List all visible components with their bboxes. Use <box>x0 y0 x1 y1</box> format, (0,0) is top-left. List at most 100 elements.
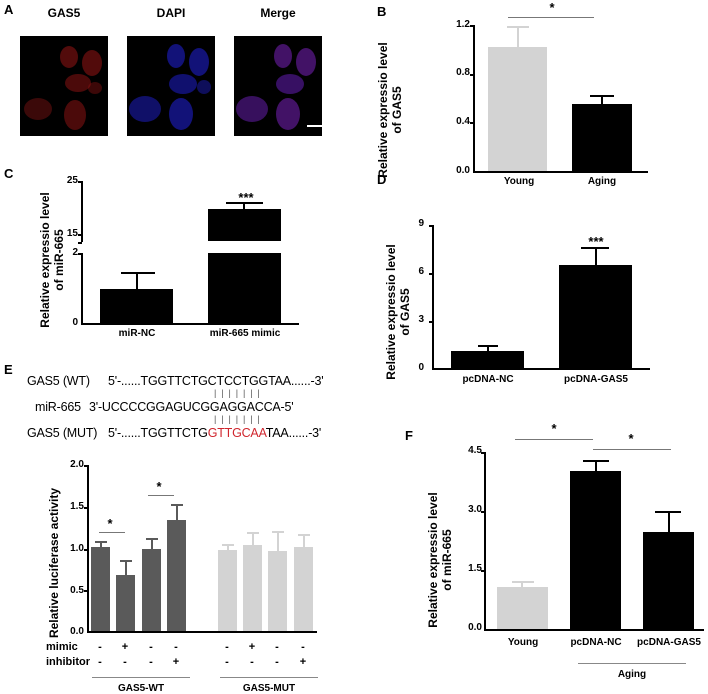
inhibitor-mark: - <box>225 656 229 668</box>
significance-star: * <box>628 431 634 446</box>
y-axis-d <box>432 225 434 370</box>
y-tick: 3 <box>418 314 424 325</box>
y-tick: 4.5 <box>468 445 482 456</box>
y-tick: 1.2 <box>456 19 470 30</box>
y-axis-c-lower <box>81 253 83 325</box>
x-axis-b <box>473 171 648 173</box>
significance-line <box>508 17 594 18</box>
bar-pcdna-gas5 <box>559 265 632 368</box>
bar-mut-3 <box>268 551 287 631</box>
significance-line <box>515 439 593 440</box>
mimic-mark: + <box>121 641 129 653</box>
bar-pcdna-nc-f <box>570 471 621 629</box>
panel-label-f: F <box>405 428 413 443</box>
y-tick: 0.5 <box>70 585 84 596</box>
x-label: miR-NC <box>118 328 156 339</box>
bar-wt-2 <box>116 575 135 631</box>
significance-star: * <box>551 421 557 436</box>
x-axis-f <box>484 629 704 631</box>
y-tick: 0.0 <box>456 165 470 176</box>
y-tick: 0.0 <box>468 622 482 633</box>
x-label: Young <box>503 176 535 187</box>
x-label: pcDNA-GAS5 <box>637 637 701 648</box>
x-label: pcDNA-GAS5 <box>564 374 628 385</box>
y-axis-e <box>87 465 89 633</box>
panel-label-b: B <box>377 4 387 19</box>
micro-title-dapi: DAPI <box>156 6 186 20</box>
seq-label-mir: miR-665 <box>35 400 81 414</box>
y-axis-label-b: Relative expressio level of GAS5 <box>376 42 404 178</box>
panel-label-e: E <box>4 362 13 377</box>
micro-image-gas5 <box>20 36 108 136</box>
micro-image-merge <box>234 36 322 136</box>
bar-mut-2 <box>243 545 262 631</box>
row-label-mimic: mimic <box>46 641 78 653</box>
mimic-mark: - <box>174 641 178 653</box>
y-axis-c-upper <box>81 181 83 242</box>
bar-mut-4 <box>294 547 313 631</box>
y-axis-f <box>484 452 486 631</box>
significance-star: *** <box>588 234 604 249</box>
y-tick: 1.5 <box>468 563 482 574</box>
seq-label-mut: GAS5 (MUT) <box>27 426 98 440</box>
y-tick: 1.5 <box>70 501 84 512</box>
group-label-mut: GAS5-MUT <box>242 683 296 694</box>
mimic-mark: - <box>275 641 279 653</box>
bar-aging <box>572 104 632 171</box>
bar-mut-1 <box>218 550 237 631</box>
inhibitor-mark: - <box>250 656 254 668</box>
pairing-marks-top: | | | | | | | <box>214 388 261 398</box>
mimic-mark: - <box>225 641 229 653</box>
inhibitor-mark: - <box>275 656 279 668</box>
inhibitor-mark: - <box>123 656 127 668</box>
bar-young-f <box>497 587 548 629</box>
y-tick: 0.0 <box>70 626 84 637</box>
significance-line <box>148 495 174 496</box>
micro-image-dapi <box>127 36 215 136</box>
y-axis-label-f: Relative expressio level of miR-665 <box>426 492 454 628</box>
micro-title-gas5: GAS5 <box>47 6 81 20</box>
mimic-mark: - <box>301 641 305 653</box>
x-label: pcDNA-NC <box>570 637 622 648</box>
x-label: miR-665 mimic <box>209 328 281 339</box>
x-label: Aging <box>587 176 617 187</box>
y-tick: 0 <box>418 362 424 373</box>
y-tick: 15 <box>66 228 78 239</box>
y-tick: 0.4 <box>456 116 470 127</box>
y-tick: 0.8 <box>456 67 470 78</box>
significance-line <box>593 449 671 450</box>
y-tick: 6 <box>418 266 424 277</box>
y-tick: 3.0 <box>468 504 482 515</box>
group-label-wt: GAS5-WT <box>117 683 165 694</box>
significance-star: * <box>107 516 113 531</box>
y-tick: 25 <box>66 175 78 186</box>
y-tick: 0 <box>72 317 78 328</box>
inhibitor-mark: - <box>98 656 102 668</box>
y-tick: 2.0 <box>70 459 84 470</box>
panel-label-d: D <box>377 172 387 187</box>
bar-pcdna-gas5-f <box>643 532 694 629</box>
y-axis-label-c: Relative expressio level of miR-665 <box>38 192 66 328</box>
seq-mir: 3'-UCCCCGGAGUCGGAGGACCA-5' <box>89 400 294 414</box>
x-axis-e <box>87 631 317 633</box>
group-label-aging: Aging <box>617 669 647 680</box>
panel-label-c: C <box>4 166 14 181</box>
panel-label-a: A <box>4 2 14 17</box>
bar-mir-665-mimic-upper <box>208 209 281 241</box>
bar-young <box>488 47 547 171</box>
micro-title-merge: Merge <box>260 6 296 20</box>
significance-star: * <box>549 0 555 15</box>
pairing-marks-bottom: | | | | | | | <box>214 414 261 424</box>
y-tick: 1.0 <box>70 543 84 554</box>
x-axis-d <box>432 368 650 370</box>
y-tick: 2 <box>72 247 78 258</box>
seq-mut: 5'-......TGGTTCTGGTTGCAATAA......-3' <box>108 426 322 440</box>
x-axis-c <box>81 323 299 325</box>
scale-bar <box>307 125 322 127</box>
significance-star: * <box>156 479 162 494</box>
bar-wt-1 <box>91 547 110 631</box>
group-line-aging <box>578 663 686 664</box>
x-label: pcDNA-NC <box>462 374 514 385</box>
group-line-mut <box>220 677 318 678</box>
bar-pcdna-nc <box>451 351 524 368</box>
